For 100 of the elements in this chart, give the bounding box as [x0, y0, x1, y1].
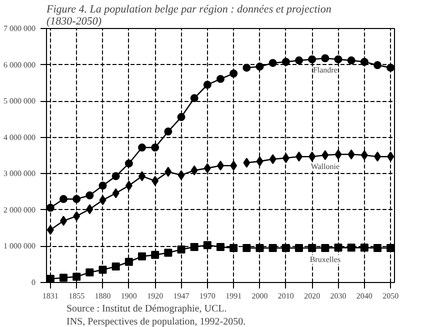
point	[269, 154, 276, 164]
point	[138, 252, 146, 260]
point	[98, 182, 107, 190]
point	[373, 61, 382, 70]
point	[177, 245, 186, 254]
point	[321, 244, 330, 252]
point	[308, 152, 316, 162]
point	[151, 250, 160, 259]
point	[282, 244, 290, 252]
point	[86, 204, 94, 214]
point	[334, 149, 342, 160]
point	[203, 241, 212, 250]
point	[190, 242, 198, 251]
point	[46, 204, 54, 212]
x-tick-label: 2050	[382, 292, 399, 300]
point	[308, 55, 316, 64]
point	[178, 170, 185, 180]
y-tick-label: 6 000 000	[4, 60, 36, 70]
point	[230, 160, 238, 171]
point	[386, 64, 394, 72]
point	[230, 70, 238, 78]
x-tick-label: 1970	[199, 292, 216, 300]
point	[112, 172, 120, 180]
point	[112, 188, 120, 198]
point	[60, 195, 68, 204]
point	[386, 244, 394, 252]
point	[242, 244, 251, 252]
y-tick-label: 3 000 000	[4, 169, 36, 178]
series-label: Wallonie	[310, 162, 340, 172]
point	[230, 244, 238, 252]
point	[256, 62, 264, 71]
point	[242, 64, 251, 72]
point	[360, 244, 368, 252]
y-tick-label: 1 000 000	[4, 242, 36, 251]
point	[387, 152, 394, 162]
point	[152, 176, 159, 186]
point	[164, 166, 172, 177]
point	[72, 195, 81, 204]
x-tick-label: 2010	[278, 292, 294, 300]
y-tick-label: 4 000 000	[4, 132, 36, 142]
point	[138, 171, 146, 182]
point	[177, 113, 186, 122]
series-label: Flandre	[312, 65, 338, 74]
point	[72, 272, 81, 281]
point	[334, 244, 342, 252]
x-tick-label: 2040	[356, 292, 372, 300]
point	[99, 195, 106, 206]
x-tick-label: 2030	[330, 292, 346, 300]
x-tick-label: 1880	[94, 292, 111, 300]
y-tick-label: 0	[32, 278, 36, 287]
point	[334, 55, 342, 64]
point	[98, 266, 107, 274]
point	[360, 58, 368, 66]
x-tick-label: 1855	[68, 292, 85, 300]
point	[203, 80, 212, 89]
point	[374, 152, 381, 162]
point	[373, 244, 382, 252]
point	[322, 150, 329, 160]
point	[190, 165, 198, 176]
point	[308, 244, 316, 252]
x-tick-label: 1991	[226, 292, 242, 300]
point	[124, 159, 133, 168]
point	[294, 244, 303, 252]
y-tick-label: 7 000 000	[4, 24, 36, 33]
point	[60, 216, 68, 226]
point	[151, 144, 160, 152]
series-label: Bruxelles	[310, 255, 341, 264]
text: INS, Perspectives de population, 1992-2050.	[66, 316, 246, 327]
x-tick-label: 2000	[252, 292, 268, 300]
point	[268, 58, 277, 67]
x-tick-label: 1900	[120, 292, 137, 300]
x-tick-label: 1947	[173, 292, 190, 300]
point	[360, 150, 368, 160]
x-tick-label: 1920	[147, 292, 164, 300]
source-note: Source : Institut de Démographie, UCL.	[66, 304, 227, 314]
point	[282, 153, 290, 164]
point	[295, 152, 302, 162]
point	[204, 163, 211, 174]
point	[347, 56, 356, 64]
point	[243, 158, 250, 168]
x-tick-label: 2020	[304, 292, 320, 300]
point	[282, 58, 290, 66]
point	[112, 262, 120, 271]
point	[124, 258, 133, 266]
x-tick-label: 1831	[42, 292, 58, 300]
point	[321, 54, 330, 62]
point	[60, 274, 68, 282]
y-tick-label: 2 000 000	[4, 205, 36, 214]
point	[138, 144, 146, 152]
point	[348, 149, 355, 160]
point	[86, 191, 94, 200]
point	[216, 242, 224, 251]
point	[164, 128, 172, 136]
point	[256, 156, 264, 166]
chart-title: Figure 4. La population belge par région : données et projection (1830-2050)	[46, 4, 332, 28]
point	[347, 244, 356, 252]
point	[190, 94, 198, 102]
point	[73, 211, 80, 222]
y-tick-label: 5 000 000	[4, 96, 36, 106]
point	[164, 248, 172, 257]
